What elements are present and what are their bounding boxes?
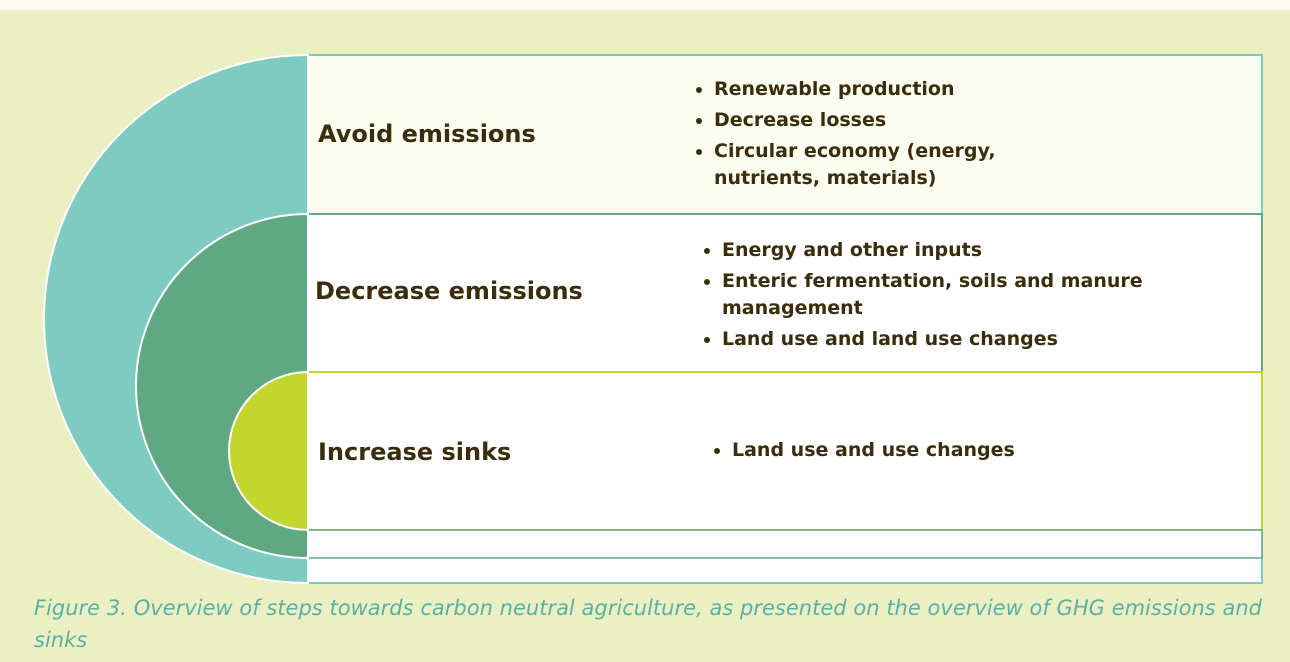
- diagram-shapes: [43, 53, 1263, 585]
- box-strip: [307, 529, 1263, 559]
- section-label: Decrease emissions: [315, 277, 583, 305]
- section-label: Increase sinks: [318, 438, 512, 466]
- bullet-list: Energy and other inputs Enteric fermenta…: [700, 237, 1152, 357]
- bullet: Renewable production: [714, 76, 1044, 103]
- bullet-list: Land use and use changes: [710, 437, 1132, 468]
- inner-arc: [228, 370, 309, 532]
- bullet: Energy and other inputs: [722, 237, 1152, 264]
- box-increase: [307, 371, 1263, 531]
- bullet: Enteric fermentation, soils and manure m…: [722, 268, 1152, 322]
- box-avoid: [307, 54, 1263, 215]
- bullet: Land use and land use changes: [722, 326, 1152, 353]
- section-label: Avoid emissions: [318, 120, 536, 148]
- figure-caption: Figure 3. Overview of steps towards carb…: [34, 596, 1262, 652]
- bullet: Circular economy (energy, nutrients, mat…: [714, 138, 1044, 192]
- bullet-list: Renewable production Decrease losses Cir…: [692, 76, 1044, 196]
- box-decrease: [307, 213, 1263, 373]
- bullet: Land use and use changes: [732, 437, 1132, 464]
- bullet: Decrease losses: [714, 107, 1044, 134]
